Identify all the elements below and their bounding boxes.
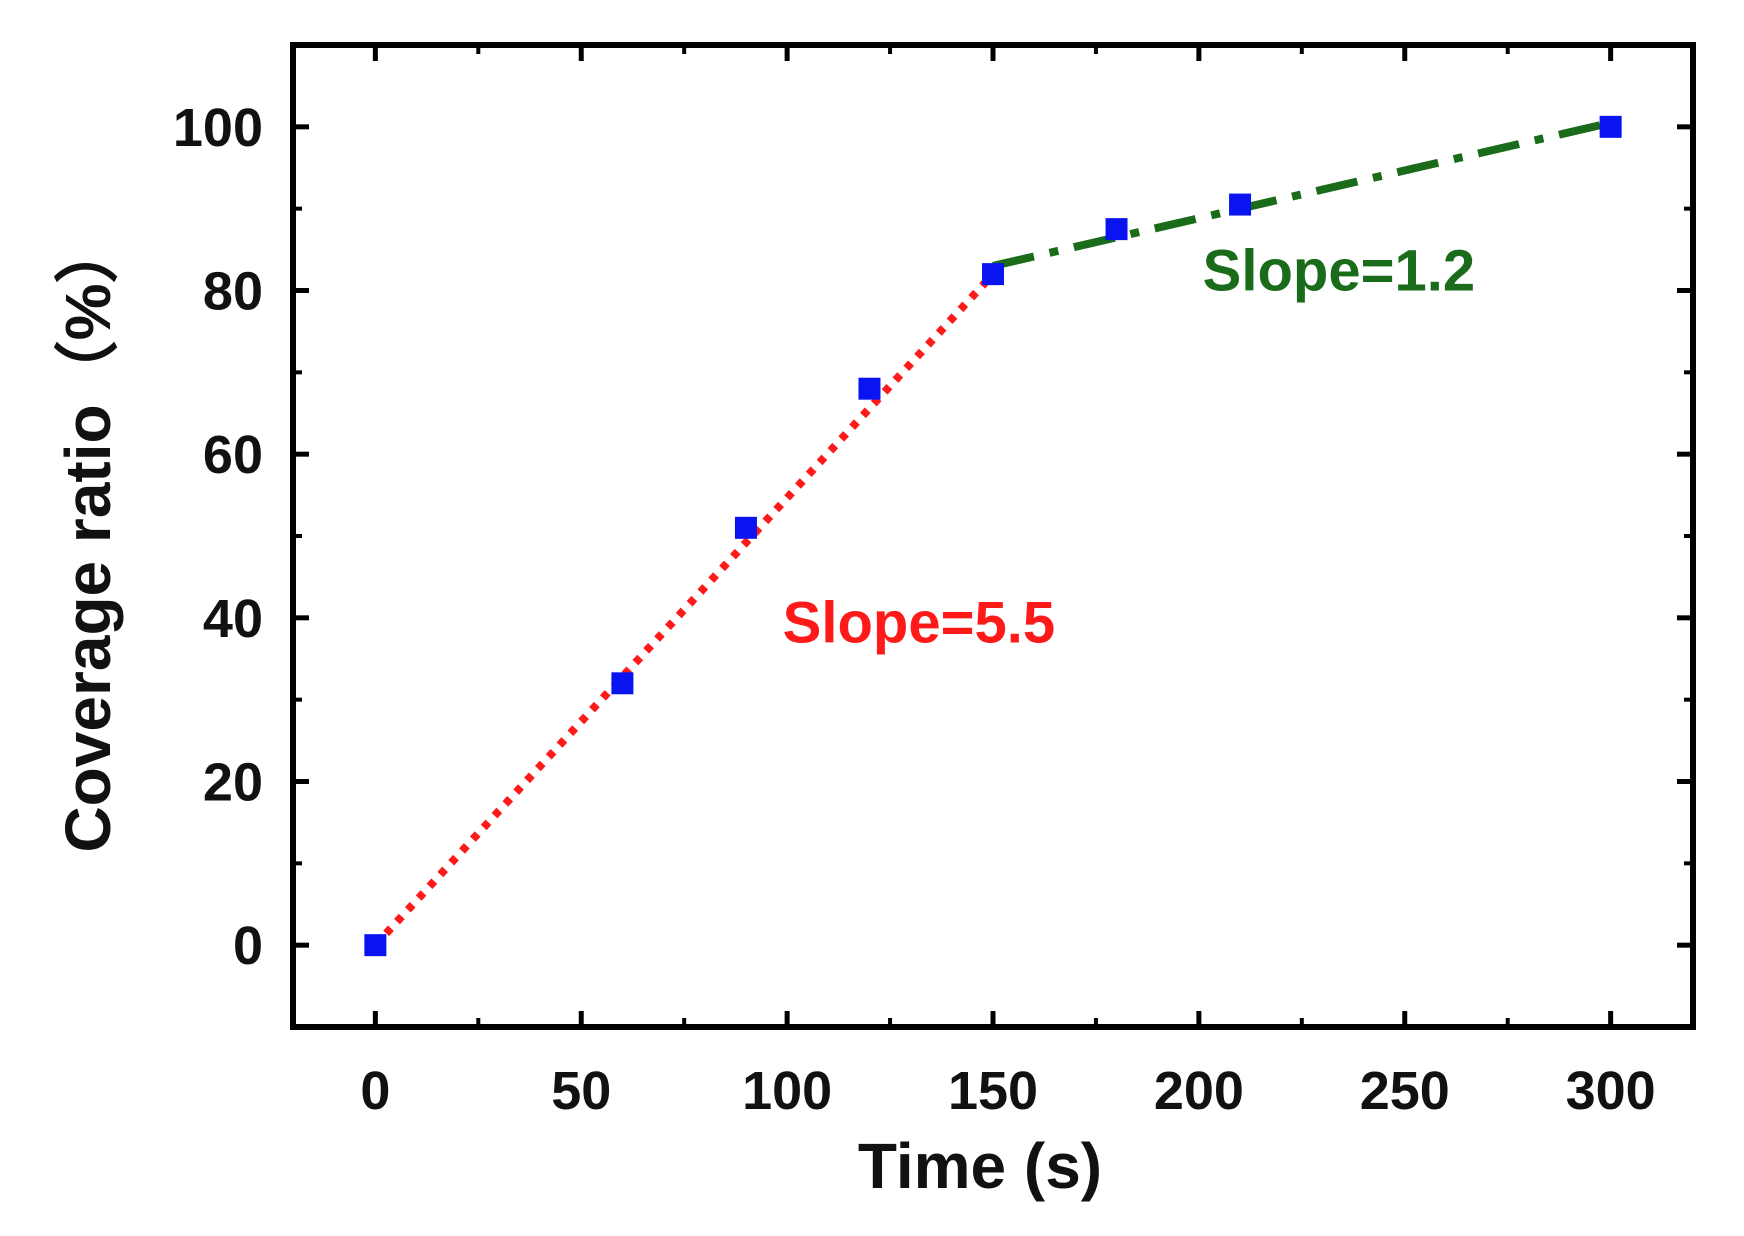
data-point — [982, 263, 1004, 286]
fit-late-line — [992, 118, 1612, 270]
minor-ticks — [293, 43, 1693, 1029]
data-point — [364, 934, 387, 957]
major-ticks — [293, 45, 1693, 1027]
data-points — [364, 115, 1622, 957]
x-axis-title: Time (s) — [858, 1130, 1102, 1202]
slope-annotation: Slope=5.5 — [783, 590, 1055, 655]
x-tick-label: 0 — [360, 1061, 390, 1121]
data-point — [1599, 115, 1622, 138]
x-tick-label: 200 — [1154, 1061, 1244, 1121]
slope-annotation: Slope=1.2 — [1203, 239, 1475, 304]
x-tick-label: 250 — [1360, 1061, 1450, 1121]
x-tick-label: 100 — [742, 1061, 832, 1121]
y-axis-title: Coverage ratio（%） — [52, 219, 124, 852]
plot-frame — [290, 42, 1696, 1030]
y-tick-label: 60 — [203, 425, 263, 485]
y-tick-label: 100 — [173, 98, 263, 158]
x-tick-label: 50 — [551, 1061, 611, 1121]
fit-lines — [372, 118, 1612, 948]
y-tick-label: 80 — [203, 262, 263, 322]
data-point — [858, 377, 881, 400]
data-point — [1105, 218, 1128, 241]
y-tick-label: 20 — [203, 753, 263, 813]
y-tick-label: 0 — [233, 916, 263, 976]
y-tick-label: 40 — [203, 589, 263, 649]
data-point — [611, 672, 634, 695]
annotations: Slope=5.5 Slope=1.2 — [783, 239, 1475, 656]
data-point — [734, 516, 757, 539]
x-tick-label: 150 — [948, 1061, 1038, 1121]
x-tick-label: 300 — [1566, 1061, 1656, 1121]
tick-labels: 0 50 100 150 200 250 300 0 20 40 60 80 100 — [173, 98, 1656, 1121]
data-point — [1229, 193, 1252, 216]
